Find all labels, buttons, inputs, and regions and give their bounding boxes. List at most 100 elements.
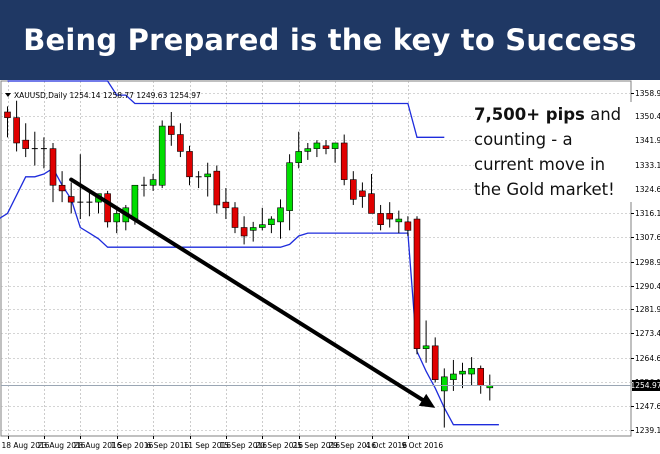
candle-body-bear (104, 193, 111, 223)
y-tick-label: 1341.90 (635, 136, 660, 145)
y-tick-label: 1350.40 (635, 112, 660, 121)
header-banner: Being Prepared is the key to Success (0, 0, 660, 80)
candle (204, 162, 211, 197)
candle-body-bull (450, 373, 457, 380)
candle-body-bull (331, 142, 339, 149)
candle-body-bear (477, 368, 485, 386)
candle (440, 368, 448, 428)
candle (295, 131, 303, 169)
candle (141, 176, 147, 197)
candle-body-bear (13, 117, 20, 144)
candle-body-bull (158, 125, 166, 186)
candle (149, 173, 157, 191)
candle (168, 111, 175, 146)
candle (186, 145, 193, 186)
candle-body-bear (240, 227, 248, 237)
arrow-head (418, 393, 436, 408)
x-tick-label: 9 Oct 2016 (402, 441, 444, 450)
candle-body-bear (377, 213, 384, 225)
candle (395, 210, 403, 234)
x-tick-label: 18 Aug 2016 (2, 441, 50, 450)
pips-highlight: 7,500+ pips (474, 105, 585, 124)
plot-frame (0, 80, 632, 437)
x-tick-label: 6 Sep 2016 (147, 441, 190, 450)
candle (58, 171, 66, 203)
trend-arrow (69, 177, 436, 408)
candle-body-bear (404, 221, 412, 231)
y-tick-label: 1247.65 (635, 402, 660, 411)
candle-body-bear (413, 218, 421, 349)
candle (277, 199, 284, 239)
y-tick-label: 1281.90 (635, 305, 660, 314)
annotation-callout: 7,500+ pips and counting - a current mov… (474, 102, 634, 202)
annotation-text: and counting - a current move in the Gol… (474, 105, 622, 199)
candle-body-bull (277, 207, 284, 223)
candle (213, 165, 221, 214)
candle-body-bull (268, 218, 275, 225)
candle (359, 182, 366, 208)
candle (258, 207, 266, 231)
page-title: Being Prepared is the key to Success (23, 23, 637, 57)
candle-body-bull (131, 184, 139, 220)
x-tick-label: 23 Aug 2016 (38, 441, 86, 450)
candle (4, 106, 11, 138)
candle (177, 123, 184, 158)
x-tick-label: 4 Oct 2016 (366, 441, 408, 450)
y-tick-label: 1264.65 (635, 354, 660, 363)
candle-body-bull (313, 142, 321, 149)
candle (40, 137, 47, 169)
y-tick-label: 1316.15 (635, 209, 660, 218)
y-tick-label: 1333.15 (635, 161, 660, 170)
x-tick-label: 15 Sep 2016 (220, 441, 268, 450)
candle (304, 142, 312, 160)
candle (286, 154, 293, 231)
y-tick-label: 1307.65 (635, 233, 660, 242)
y-tick-label: 1298.90 (635, 258, 660, 267)
channel-upper-line (7, 80, 445, 138)
candle-body-bear (222, 201, 230, 209)
candle-body-bear (168, 125, 175, 135)
candle-body-bull (113, 213, 120, 223)
y-tick-label: 1273.40 (635, 329, 660, 338)
candle (49, 142, 57, 203)
y-axis: 1358.90 1350.40 1341.90 1333.15 1324.65 1316.… (631, 89, 660, 435)
candle (195, 171, 202, 189)
candle (268, 216, 275, 234)
candle-body-bear (386, 213, 394, 220)
candle (368, 173, 375, 214)
candle-body-bull (286, 162, 293, 211)
candle-body-bear (177, 134, 184, 152)
svg-text:1254.97: 1254.97 (630, 381, 660, 390)
candle-body-bull (295, 151, 303, 164)
candle (422, 320, 430, 363)
candle (240, 216, 248, 245)
dropdown-triangle-icon[interactable] (5, 93, 11, 97)
channel-lower-line (0, 167, 499, 426)
candle (313, 140, 321, 158)
candle-body-bull (422, 345, 430, 349)
candle (404, 216, 412, 236)
candle-body-bear (340, 142, 348, 180)
x-tick-label: 20 Sep 2016 (256, 441, 304, 450)
candle (31, 131, 38, 166)
candle-body-bear (58, 184, 66, 192)
candle (86, 190, 93, 217)
arrow-shaft (69, 177, 425, 402)
candle (431, 337, 439, 383)
x-tick-label: 25 Sep 2016 (293, 441, 341, 450)
candle (158, 120, 166, 189)
y-tick-label: 1239.15 (635, 426, 660, 435)
candle-body-bull (258, 224, 266, 228)
candle (67, 182, 75, 214)
candle (322, 140, 330, 155)
candle-body-bear (359, 190, 366, 197)
candle (459, 362, 466, 389)
grid (1, 81, 631, 436)
candle-body-bear (49, 148, 57, 186)
candle (331, 142, 339, 163)
candle-body-bear (431, 345, 439, 380)
candle-body-bear (22, 139, 30, 149)
candle-body-bear (322, 145, 330, 149)
candle-body-bull (249, 227, 257, 231)
